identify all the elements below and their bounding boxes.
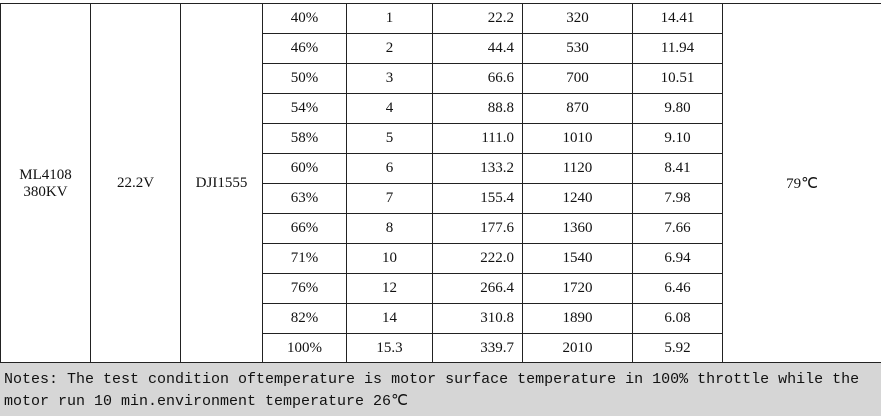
data-cell: 60%: [262, 153, 347, 184]
data-cell: 46%: [262, 33, 347, 64]
table-row: 66% 8 177.6 1360 7.66: [1, 213, 881, 244]
data-cell: 40%: [262, 3, 347, 34]
data-cell: 6: [346, 153, 433, 184]
data-cell: 7.66: [632, 213, 723, 244]
data-cell: 1360: [522, 213, 633, 244]
data-cell: 76%: [262, 273, 347, 304]
data-cell: 12: [346, 273, 433, 304]
data-cell: 1890: [522, 303, 633, 334]
data-cell: 1720: [522, 273, 633, 304]
data-cell: 9.80: [632, 93, 723, 124]
data-cell: 310.8: [432, 303, 523, 334]
data-cell: 2010: [522, 333, 633, 364]
data-cell: 4: [346, 93, 433, 124]
table-row: 46% 2 44.4 530 11.94: [1, 33, 881, 64]
data-cell: 133.2: [432, 153, 523, 184]
motor-line: 380KV: [23, 183, 68, 200]
data-cell: 7.98: [632, 183, 723, 214]
table-row: 54% 4 88.8 870 9.80: [1, 93, 881, 124]
data-cell: 11.94: [632, 33, 723, 64]
table-row: ML4108 380KV 22.2V DJI1555 40% 1 22.2 320 14.41 7…: [0, 3, 881, 364]
data-cell: 155.4: [432, 183, 523, 214]
data-cell: 222.0: [432, 243, 523, 274]
data-cell: 22.2: [432, 3, 523, 34]
data-cell: 14.41: [632, 3, 723, 34]
data-cell: 10: [346, 243, 433, 274]
data-cell: 44.4: [432, 33, 523, 64]
data-cell: 8.41: [632, 153, 723, 184]
table-row: 82% 14 310.8 1890 6.08: [1, 303, 881, 334]
data-cell: 15.3: [346, 333, 433, 364]
data-cell: 82%: [262, 303, 347, 334]
data-cell: 5: [346, 123, 433, 154]
data-cell: 3: [346, 63, 433, 94]
data-cell: 88.8: [432, 93, 523, 124]
data-cell: 1120: [522, 153, 633, 184]
data-cell: 50%: [262, 63, 347, 94]
table-row: 63% 7 155.4 1240 7.98: [1, 183, 881, 214]
data-cell: 6.46: [632, 273, 723, 304]
spec-table: ML4108 380KV 22.2V DJI1555 40% 1 22.2 320 14.41 7…: [0, 3, 881, 364]
data-cell: 2: [346, 33, 433, 64]
data-cell: 8: [346, 213, 433, 244]
data-cell: 58%: [262, 123, 347, 154]
table-row: 100% 15.3 339.7 2010 5.92: [1, 333, 881, 364]
table-row: 58% 5 111.0 1010 9.10: [1, 123, 881, 154]
data-cell: 66%: [262, 213, 347, 244]
data-cell: 177.6: [432, 213, 523, 244]
data-cell: 63%: [262, 183, 347, 214]
data-cell: 870: [522, 93, 633, 124]
data-cell: 14: [346, 303, 433, 334]
data-cell: 7: [346, 183, 433, 214]
table-row: 76% 12 266.4 1720 6.46: [1, 273, 881, 304]
data-cell: 111.0: [432, 123, 523, 154]
data-cell: 10.51: [632, 63, 723, 94]
data-cell: 339.7: [432, 333, 523, 364]
temperature-cell: 79℃: [722, 3, 881, 364]
data-cell: 9.10: [632, 123, 723, 154]
motor-cell: ML4108 380KV: [0, 3, 91, 364]
data-cell: 1240: [522, 183, 633, 214]
data-cell: 54%: [262, 93, 347, 124]
propeller-cell: DJI1555: [180, 3, 263, 364]
data-cell: 1: [346, 3, 433, 34]
data-cell: 266.4: [432, 273, 523, 304]
data-cell: 700: [522, 63, 633, 94]
table-row: 60% 6 133.2 1120 8.41: [1, 153, 881, 184]
data-cell: 5.92: [632, 333, 723, 364]
data-cell: 6.08: [632, 303, 723, 334]
notes: Notes: The test condition oftemperature …: [0, 362, 881, 416]
data-cell: 320: [522, 3, 633, 34]
data-cell: 100%: [262, 333, 347, 364]
data-cell: 6.94: [632, 243, 723, 274]
data-cell: 66.6: [432, 63, 523, 94]
data-cell: 530: [522, 33, 633, 64]
motor-line: ML4108: [19, 166, 72, 183]
data-cell: 71%: [262, 243, 347, 274]
data-cell: 1540: [522, 243, 633, 274]
data-cell: 1010: [522, 123, 633, 154]
voltage-cell: 22.2V: [90, 3, 181, 364]
table-row: 50% 3 66.6 700 10.51: [1, 63, 881, 94]
